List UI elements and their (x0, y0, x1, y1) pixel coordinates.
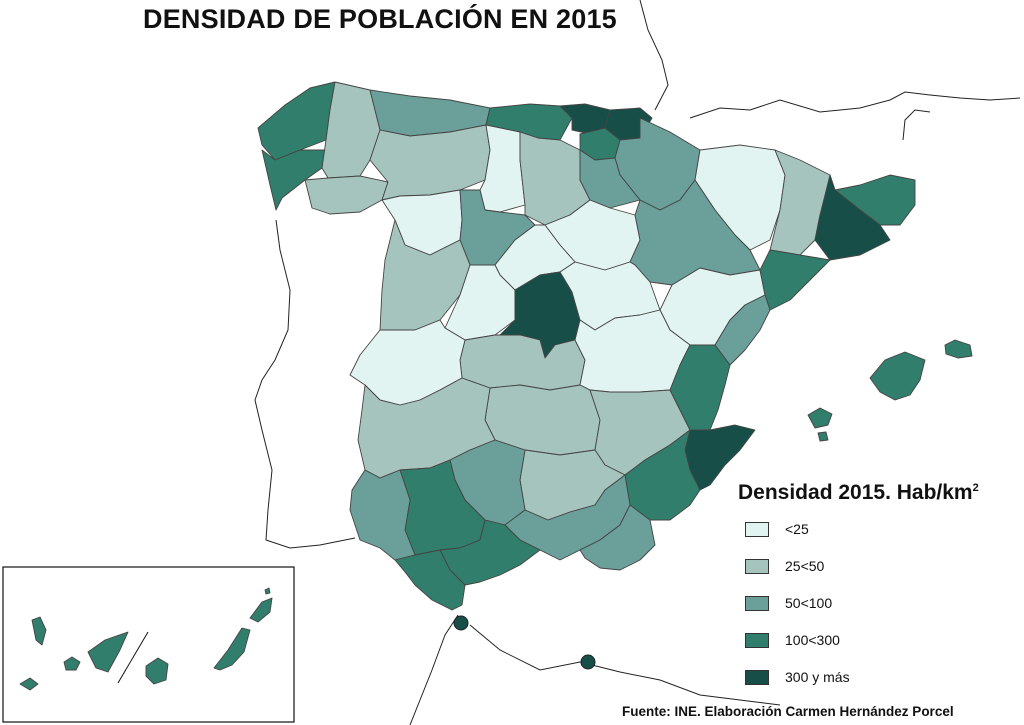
island-la-graciosa (264, 587, 271, 595)
island-mallorca (869, 351, 926, 401)
legend-swatch (745, 521, 769, 537)
ceuta-melilla (453, 615, 596, 670)
canary-islands-inset (2, 566, 295, 723)
province-avila (444, 264, 516, 341)
legend-item-25-50: 25<50 (745, 556, 824, 576)
province-almeria (579, 504, 656, 571)
province-castellon (714, 294, 771, 366)
province-a-coruna (257, 81, 336, 161)
province-toledo (459, 334, 586, 391)
legend-swatch (745, 595, 769, 611)
province-pontevedra (261, 149, 327, 211)
island-gran-canaria (145, 657, 169, 685)
city-melilla (580, 654, 596, 670)
provinces (257, 81, 916, 611)
legend-item-lt25: <25 (745, 519, 809, 539)
legend-swatch (745, 632, 769, 648)
province-barcelona (814, 174, 891, 261)
legend-title: Densidad 2015. Hab/km2 (738, 481, 979, 505)
province-ourense (304, 175, 389, 215)
province-cadiz (394, 549, 466, 611)
legend-swatch (745, 558, 769, 574)
legend-label: <25 (785, 521, 809, 537)
province-tarragona (759, 249, 831, 311)
inset-frame (2, 566, 295, 723)
province-salamanca (379, 219, 471, 331)
island-ibiza (807, 407, 833, 429)
island-lanzarote (249, 597, 273, 623)
neighbour-coastlines (254, 0, 1021, 725)
island-la-gomera (63, 656, 81, 671)
island-la-palma (31, 616, 47, 646)
island-fuerteventura (213, 627, 251, 671)
legend-label: 25<50 (785, 558, 825, 574)
source-credit: Fuente: INE. Elaboración Carmen Hernánde… (622, 704, 954, 719)
island-el-hierro (19, 677, 39, 691)
map-title: DENSIDAD DE POBLACIÓN EN 2015 (143, 4, 617, 34)
legend-title-text: Densidad 2015. Hab/km (738, 481, 973, 504)
legend-item-50-100: 50<100 (745, 593, 832, 613)
island-tenerife (87, 631, 129, 673)
legend-label: 300 y más (785, 669, 850, 685)
province-valencia (669, 344, 731, 431)
legend-label: 100<300 (785, 632, 840, 648)
legend-swatch (745, 669, 769, 685)
balearic-islands (807, 339, 973, 442)
island-menorca (944, 339, 973, 359)
legend-item-100-300: 100<300 (745, 630, 840, 650)
legend-title-superscript: 2 (972, 482, 979, 494)
province-leon (369, 124, 491, 201)
legend-label: 50<100 (785, 595, 833, 611)
legend-item-300-mas: 300 y más (745, 667, 850, 687)
city-ceuta (453, 615, 469, 631)
island-formentera (817, 431, 829, 442)
